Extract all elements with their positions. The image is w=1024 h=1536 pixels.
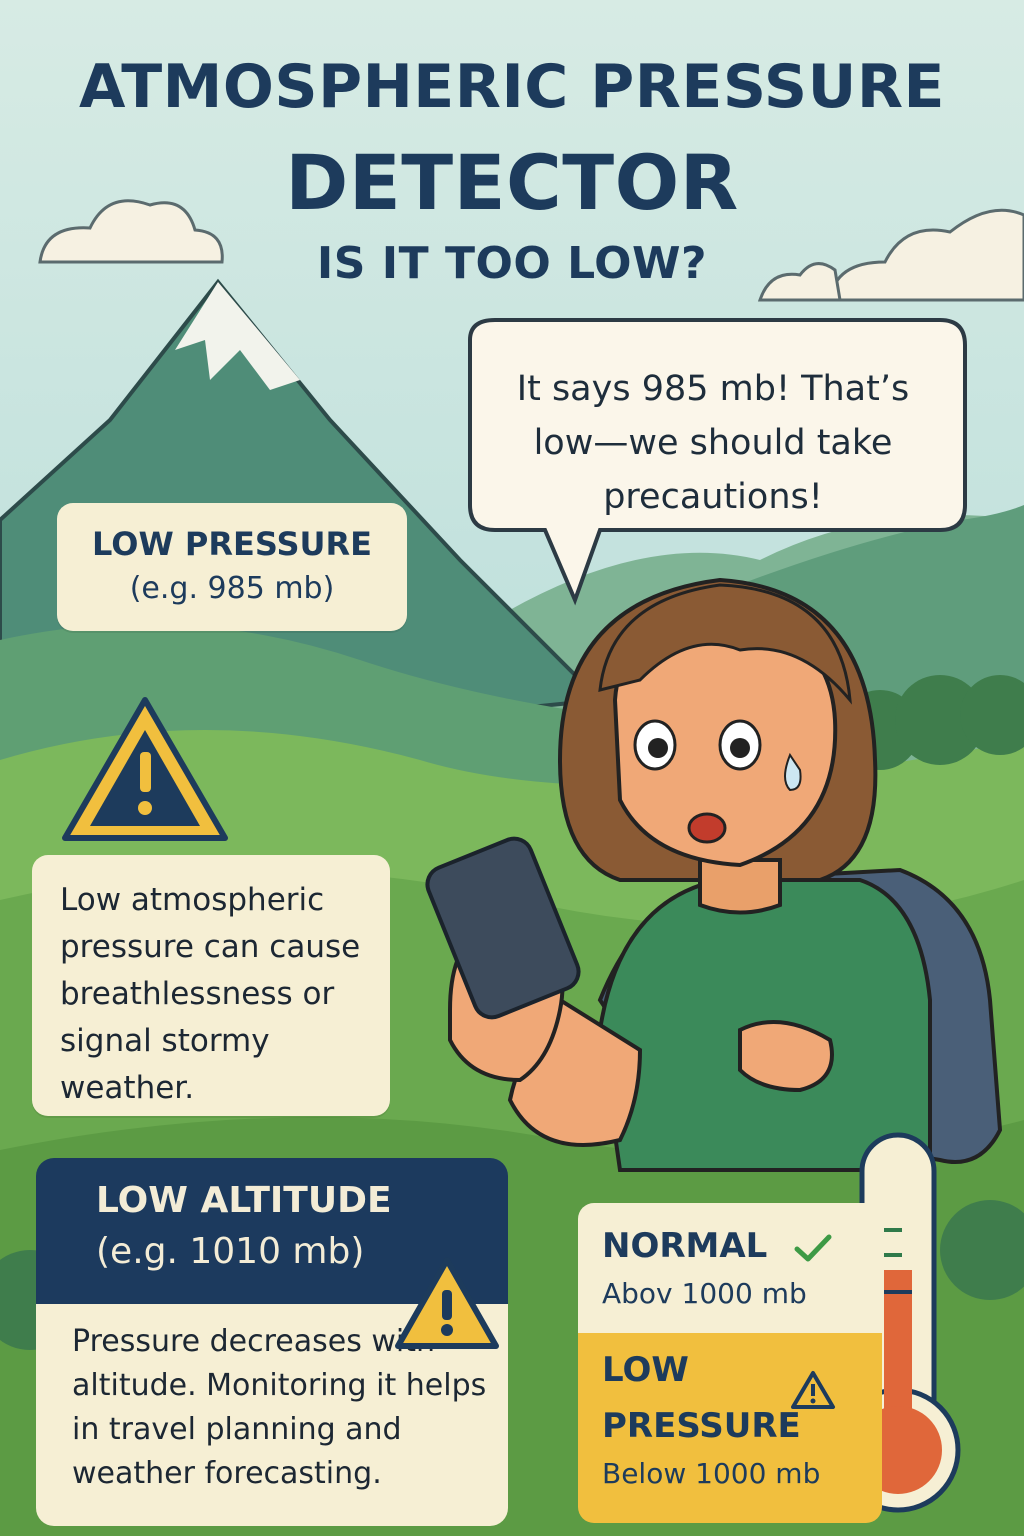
hiker-person <box>425 577 1003 1172</box>
low-altitude-header: LOW ALTITUDE (e.g. 1010 mb) <box>36 1158 508 1304</box>
title-line-3: IS IT TOO LOW? <box>316 238 708 289</box>
legend-low-title-2: PRESSURE <box>602 1406 801 1446</box>
sweat-drop <box>784 752 802 792</box>
title-line-1: ATMOSPHERIC PRESSURE <box>78 52 946 122</box>
warning-icon <box>395 1257 499 1349</box>
speech-line-2: low—we should take <box>533 423 893 463</box>
warning-icon <box>62 697 228 841</box>
speech-line-1: It says 985 mb! That’s <box>516 369 910 409</box>
legend-normal: NORMAL Abov 1000 mb <box>578 1203 882 1333</box>
low-altitude-text: Pressure decreases with altitude. Monito… <box>72 1324 487 1491</box>
warning-description-card: Low atmospheric pressure can cause breat… <box>32 855 390 1116</box>
legend-normal-title: NORMAL <box>602 1225 882 1267</box>
low-altitude-example: (e.g. 1010 mb) <box>96 1231 365 1272</box>
speech-text: It says 985 mb! That’s low—we should tak… <box>478 362 948 524</box>
low-pressure-example: (e.g. 985 mb) <box>129 571 335 606</box>
legend-low: LOW PRESSURE Below 1000 mb <box>578 1333 882 1523</box>
legend-low-title-1: LOW <box>602 1350 689 1390</box>
title-line-2: DETECTOR <box>285 138 739 227</box>
pressure-legend: NORMAL Abov 1000 mb LOW PRESSURE Below 1… <box>578 1203 882 1523</box>
legend-normal-threshold: Abov 1000 mb <box>602 1277 807 1310</box>
cloud-left <box>38 199 224 264</box>
legend-normal-label: NORMAL <box>602 1226 768 1266</box>
check-icon <box>794 1234 832 1261</box>
cloud-right <box>757 208 1024 302</box>
warning-icon <box>791 1371 835 1409</box>
phone-icon <box>425 836 581 1020</box>
low-pressure-title: LOW PRESSURE <box>92 525 372 563</box>
legend-low-threshold: Below 1000 mb <box>602 1457 821 1490</box>
warning-description-text: Low atmospheric pressure can cause breat… <box>60 882 361 1106</box>
speech-line-3: precautions! <box>603 477 823 517</box>
low-altitude-title: LOW ALTITUDE <box>96 1180 392 1221</box>
speech-bubble <box>468 318 967 606</box>
low-pressure-card: LOW PRESSURE (e.g. 985 mb) <box>57 503 407 631</box>
